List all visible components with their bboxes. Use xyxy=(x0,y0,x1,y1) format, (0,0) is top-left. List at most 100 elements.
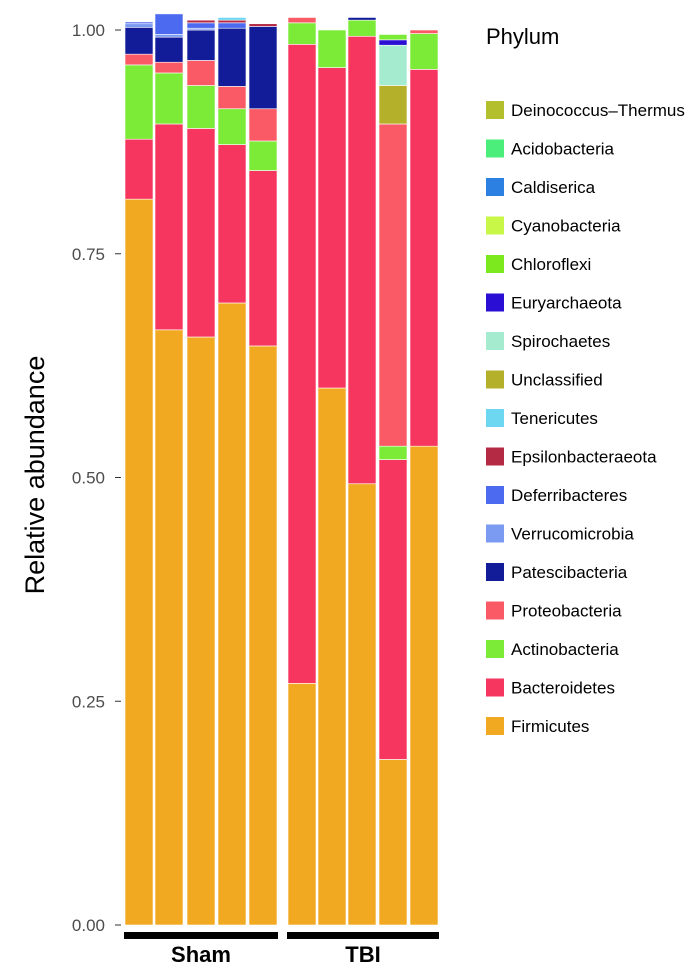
bar-segment xyxy=(124,27,154,55)
legend: Deinococcus–Thermus Acidobacteria Caldiser… xyxy=(486,101,685,736)
bar-segment xyxy=(317,29,347,68)
legend-swatch xyxy=(486,101,504,119)
legend-label: Epsilonbacteraeota xyxy=(511,448,657,467)
group-brackets: Sham TBI xyxy=(124,932,439,967)
bar-segment xyxy=(186,29,216,61)
bar-segment xyxy=(378,34,408,41)
legend-label: Euryarchaeota xyxy=(511,294,622,313)
legend-swatch xyxy=(486,524,504,543)
bar-segment xyxy=(154,13,184,35)
legend-label: Unclassified xyxy=(511,371,603,390)
bar-segment xyxy=(186,128,216,338)
bar-segment xyxy=(248,345,278,926)
bar-segment xyxy=(217,302,247,926)
y-tick-label: 0.00 xyxy=(72,916,105,935)
group-label: Sham xyxy=(171,942,231,967)
legend-swatch xyxy=(486,601,504,620)
bar-segment xyxy=(186,22,216,29)
legend-swatch xyxy=(486,640,504,658)
bar-segment xyxy=(287,22,317,45)
bar-segment xyxy=(287,44,317,684)
bar-segment xyxy=(248,23,278,27)
bar-segment xyxy=(409,445,439,926)
legend-swatch xyxy=(486,293,504,312)
bar-segment xyxy=(287,17,317,24)
legend-swatch xyxy=(486,216,504,235)
bar-segment xyxy=(347,483,377,926)
bar-segment xyxy=(217,17,247,21)
bar-segment xyxy=(154,329,184,926)
legend-swatch xyxy=(486,678,504,697)
legend-label: Acidobacteria xyxy=(511,140,615,159)
legend-swatch xyxy=(486,370,504,389)
legend-swatch xyxy=(486,717,504,735)
legend-label: Proteobacteria xyxy=(511,602,622,621)
bar-segment xyxy=(217,144,247,304)
legend-label: Patescibacteria xyxy=(511,563,628,582)
bar-segment xyxy=(217,19,247,24)
legend-label: Tenericutes xyxy=(511,409,598,428)
bar-segment xyxy=(409,33,439,70)
group-bracket xyxy=(124,932,278,939)
bar-segment xyxy=(378,445,408,460)
y-axis-title: Relative abundance xyxy=(20,356,50,595)
bar-segment xyxy=(248,170,278,347)
bar-segment xyxy=(217,86,247,110)
legend-label: Bacteroidetes xyxy=(511,679,615,698)
bar-segment xyxy=(124,21,154,25)
bar-segment xyxy=(154,61,184,74)
bar-segment xyxy=(124,23,154,28)
legend-label: Cyanobacteria xyxy=(511,217,621,236)
legend-swatch xyxy=(486,486,504,504)
bar-segment xyxy=(186,60,216,86)
bar-segment xyxy=(347,17,377,21)
bar-segment xyxy=(186,336,216,926)
bar-segment xyxy=(317,67,347,389)
legend-swatch xyxy=(486,255,504,273)
legend-label: Spirochaetes xyxy=(511,332,610,351)
group-label: TBI xyxy=(345,942,380,967)
bar-segment xyxy=(409,29,439,34)
y-tick-label: 1.00 xyxy=(72,21,105,40)
bar-segment xyxy=(378,39,408,46)
legend-title: Phylum xyxy=(486,24,559,49)
bar-segment xyxy=(186,19,216,24)
legend-label: Chloroflexi xyxy=(511,255,591,274)
bar-segment xyxy=(378,123,408,447)
legend-label: Verrucomicrobia xyxy=(511,525,634,544)
group-bracket xyxy=(287,932,439,939)
legend-swatch xyxy=(486,563,504,581)
legend-label: Deferribacteres xyxy=(511,486,627,505)
bar-segment xyxy=(347,19,377,37)
legend-swatch xyxy=(486,409,504,427)
bars xyxy=(124,13,439,926)
bar-segment xyxy=(154,72,184,125)
bar-segment xyxy=(378,85,408,125)
bar-segment xyxy=(186,85,216,129)
bar-segment xyxy=(124,138,154,200)
y-tick-label: 0.50 xyxy=(72,469,105,488)
legend-label: Caldiserica xyxy=(511,178,596,197)
legend-label: Firmicutes xyxy=(511,717,589,736)
legend-swatch xyxy=(486,447,504,466)
bar-segment xyxy=(347,35,377,485)
legend-swatch xyxy=(486,332,504,350)
bar-segment xyxy=(248,108,278,142)
bar-segment xyxy=(409,69,439,447)
bar-segment xyxy=(378,44,408,86)
bar-segment xyxy=(287,683,317,926)
bar-segment xyxy=(154,36,184,63)
legend-label: Deinococcus–Thermus xyxy=(511,101,685,120)
y-tick-label: 0.75 xyxy=(72,245,105,264)
bar-segment xyxy=(248,140,278,171)
bar-segment xyxy=(248,26,278,110)
bar-segment xyxy=(124,198,154,926)
legend-swatch xyxy=(486,139,504,158)
bar-segment xyxy=(378,459,408,760)
legend-swatch xyxy=(486,178,504,196)
bar-segment xyxy=(378,759,408,926)
bar-segment xyxy=(124,64,154,140)
bar-segment xyxy=(124,53,154,66)
bar-segment xyxy=(217,27,247,87)
